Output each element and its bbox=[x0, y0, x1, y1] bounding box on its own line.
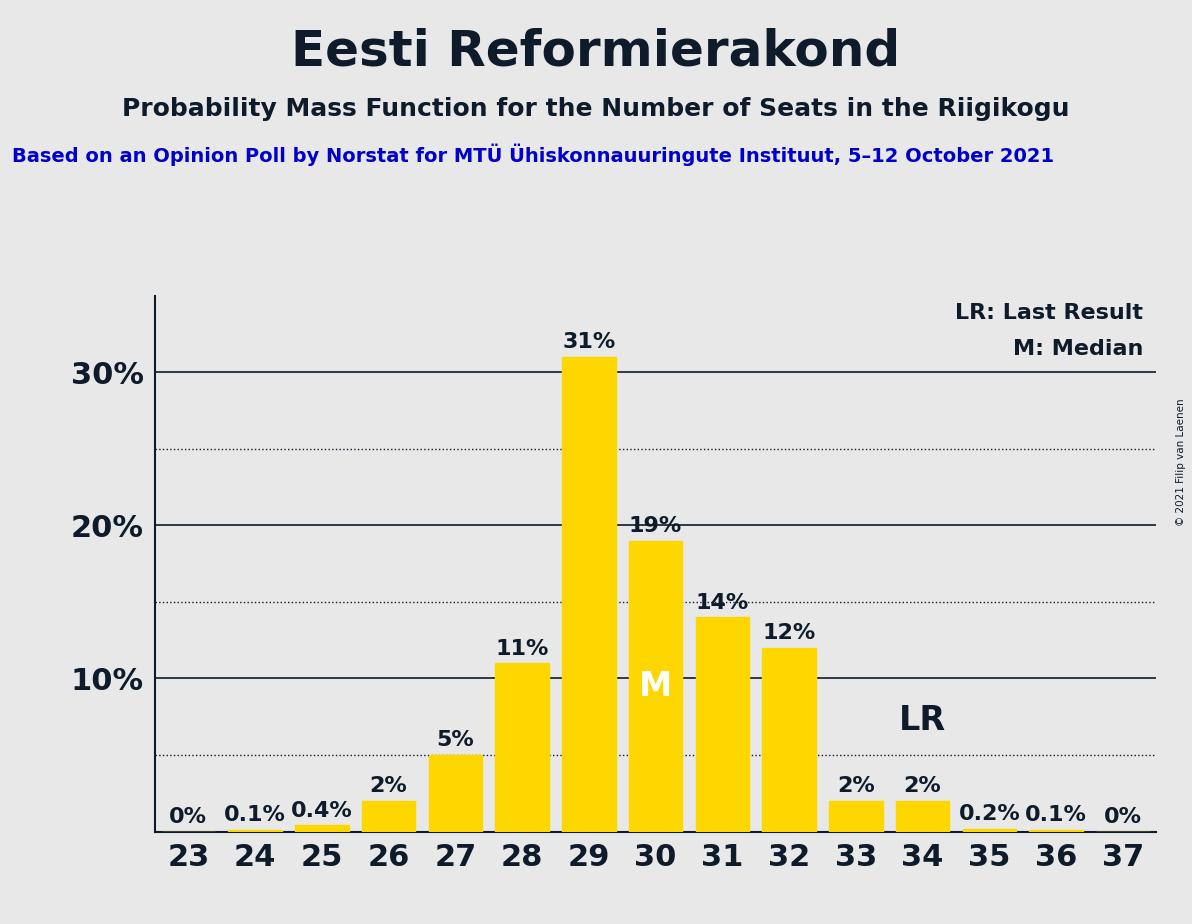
Text: Eesti Reformierakond: Eesti Reformierakond bbox=[291, 28, 901, 76]
Bar bbox=[963, 829, 1016, 832]
Text: LR: Last Result: LR: Last Result bbox=[955, 303, 1143, 323]
Text: 14%: 14% bbox=[696, 592, 749, 613]
Text: 0.4%: 0.4% bbox=[291, 801, 353, 821]
Bar bbox=[362, 801, 415, 832]
Bar bbox=[830, 801, 882, 832]
Bar bbox=[1030, 830, 1082, 832]
Text: Based on an Opinion Poll by Norstat for MTÜ Ühiskonnauuringute Instituut, 5–12 O: Based on an Opinion Poll by Norstat for … bbox=[12, 143, 1054, 165]
Text: 0%: 0% bbox=[169, 807, 207, 827]
Text: 11%: 11% bbox=[496, 638, 548, 659]
Bar bbox=[429, 755, 482, 832]
Text: 0.2%: 0.2% bbox=[958, 804, 1020, 824]
Text: 2%: 2% bbox=[837, 776, 875, 796]
Text: 2%: 2% bbox=[370, 776, 408, 796]
Bar bbox=[629, 541, 682, 832]
Text: 12%: 12% bbox=[763, 624, 815, 643]
Text: M: Median: M: Median bbox=[1012, 338, 1143, 359]
Text: 2%: 2% bbox=[904, 776, 942, 796]
Text: 0.1%: 0.1% bbox=[224, 806, 286, 825]
Bar bbox=[229, 830, 281, 832]
Text: 5%: 5% bbox=[436, 731, 474, 750]
Bar bbox=[496, 663, 548, 832]
Text: 0%: 0% bbox=[1104, 807, 1142, 827]
Text: 19%: 19% bbox=[629, 517, 682, 536]
Text: Probability Mass Function for the Number of Seats in the Riigikogu: Probability Mass Function for the Number… bbox=[123, 97, 1069, 121]
Bar bbox=[563, 357, 615, 832]
Text: M: M bbox=[639, 670, 672, 702]
Text: 31%: 31% bbox=[563, 333, 615, 352]
Bar bbox=[696, 617, 749, 832]
Text: 0.1%: 0.1% bbox=[1025, 806, 1087, 825]
Text: LR: LR bbox=[899, 704, 946, 736]
Bar bbox=[296, 825, 348, 832]
Bar bbox=[896, 801, 949, 832]
Bar bbox=[763, 648, 815, 832]
Text: © 2021 Filip van Laenen: © 2021 Filip van Laenen bbox=[1177, 398, 1186, 526]
